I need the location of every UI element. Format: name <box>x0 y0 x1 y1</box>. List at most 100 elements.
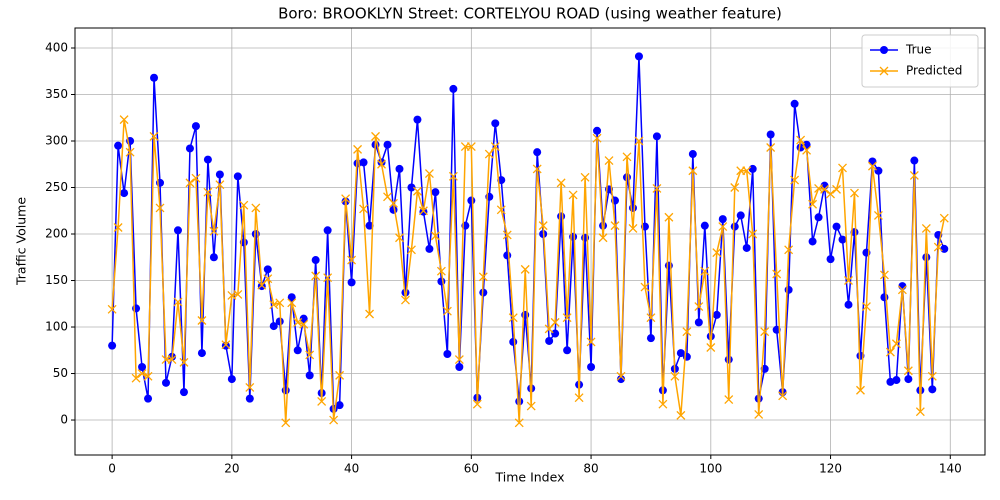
point <box>407 183 416 192</box>
point <box>113 223 123 232</box>
point <box>419 207 428 216</box>
y-tick-label: 400 <box>45 40 68 54</box>
point <box>856 385 865 395</box>
point <box>389 198 398 208</box>
point <box>371 131 380 141</box>
point <box>910 156 919 165</box>
point <box>587 363 596 372</box>
point <box>144 394 153 403</box>
point <box>879 270 889 280</box>
point <box>478 272 488 282</box>
point <box>359 158 368 167</box>
point <box>862 302 871 312</box>
point <box>646 334 655 343</box>
point <box>149 131 159 141</box>
y-tick-label: 250 <box>45 180 68 194</box>
point <box>413 115 422 124</box>
point <box>347 255 357 265</box>
point <box>466 142 476 152</box>
point <box>155 203 165 213</box>
point <box>436 266 446 276</box>
point <box>491 119 500 128</box>
point <box>784 245 794 255</box>
point <box>365 221 374 230</box>
point <box>897 285 907 295</box>
point <box>299 319 309 329</box>
point <box>263 274 273 284</box>
point <box>712 248 722 258</box>
chart-title: Boro: BROOKLYN Street: CORTELYOU ROAD (u… <box>278 5 782 23</box>
point <box>933 242 943 252</box>
point <box>448 171 458 181</box>
point <box>467 196 476 205</box>
point <box>185 144 194 153</box>
point <box>329 415 339 425</box>
point <box>395 164 404 173</box>
point <box>682 327 692 337</box>
legend-label: Predicted <box>906 64 962 78</box>
point <box>443 349 452 358</box>
point <box>790 99 799 108</box>
legend-label: True <box>905 43 932 57</box>
point <box>557 212 566 221</box>
point <box>114 141 123 150</box>
point <box>305 371 314 380</box>
point <box>706 343 716 352</box>
point <box>874 166 883 175</box>
point <box>323 226 332 235</box>
point <box>694 302 704 312</box>
point <box>563 346 572 355</box>
point <box>281 418 291 428</box>
point <box>574 393 584 403</box>
point <box>688 166 698 176</box>
legend: True Predicted <box>861 34 979 88</box>
point <box>844 276 853 285</box>
point <box>359 204 369 214</box>
point <box>664 212 674 222</box>
point <box>132 304 141 313</box>
point <box>634 52 643 61</box>
x-tick-label: 120 <box>819 462 842 476</box>
x-tick-label: 40 <box>344 462 359 476</box>
point <box>311 256 320 265</box>
point <box>790 175 800 185</box>
point <box>233 172 242 181</box>
point <box>120 189 129 198</box>
point <box>383 140 392 149</box>
point <box>119 115 129 125</box>
point <box>844 300 853 309</box>
point <box>880 293 889 302</box>
point <box>538 221 548 231</box>
point <box>281 386 290 395</box>
point <box>418 206 428 216</box>
point <box>293 346 302 355</box>
y-tick-label: 350 <box>45 87 68 101</box>
point <box>892 376 901 385</box>
point <box>622 152 632 162</box>
point <box>718 215 727 224</box>
point <box>670 371 680 381</box>
point <box>407 245 416 255</box>
point <box>484 149 494 159</box>
point <box>335 401 344 410</box>
point <box>424 169 434 179</box>
point <box>221 341 230 350</box>
point <box>766 143 776 152</box>
point <box>634 136 644 146</box>
point <box>593 126 602 135</box>
point <box>873 210 883 220</box>
point <box>682 352 691 361</box>
point <box>305 350 315 360</box>
point <box>556 178 566 188</box>
point <box>604 156 614 165</box>
point <box>694 318 703 327</box>
point <box>586 337 596 347</box>
point <box>377 159 386 169</box>
point <box>520 264 530 274</box>
x-tick-label: 80 <box>583 462 598 476</box>
point <box>233 290 243 299</box>
point <box>909 170 919 180</box>
point <box>173 297 183 307</box>
point <box>784 285 793 294</box>
point <box>203 187 213 197</box>
